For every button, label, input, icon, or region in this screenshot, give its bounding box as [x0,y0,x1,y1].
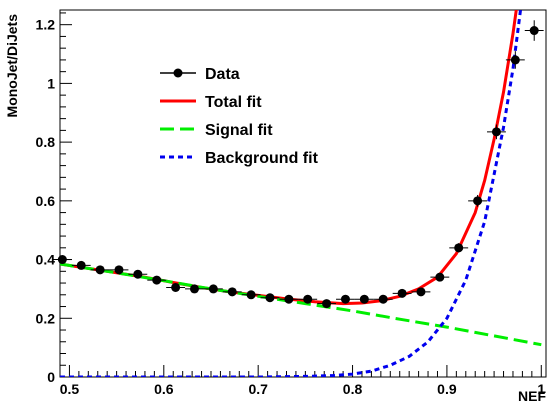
y-tick-label: 0 [47,369,55,385]
data-point-marker [473,196,483,206]
legend-label: Signal fit [205,122,273,139]
data-point-marker [76,260,86,270]
data-point [203,284,223,294]
legend: Data Total fit Signal fit Background fit [160,66,319,167]
legend-entry-total-fit: Total fit [160,94,262,111]
data-point-marker [171,282,181,292]
data-point [90,265,110,275]
data-point-marker [284,294,294,304]
legend-entry-background-fit: Background fit [160,150,319,167]
x-tick-label: 1 [537,381,545,397]
y-axis-title: MonoJet/DiJets [4,14,20,118]
data-point [468,194,488,207]
legend-label: Background fit [205,150,319,167]
data-point-marker [265,293,275,303]
y-tick-label: 0.6 [36,193,56,209]
data-point [449,243,469,253]
x-tick-label: 0.5 [60,381,80,397]
data-point-marker [133,269,143,279]
data-point [373,294,393,304]
data-point [505,51,525,69]
data-point [222,287,242,297]
data-point-marker [189,284,199,294]
background-fit-curve [60,10,523,377]
y-tick-label: 0.4 [36,252,56,268]
data-point [109,265,129,275]
data-point-marker [491,127,501,137]
data-point-marker [416,287,426,297]
legend-label: Total fit [205,94,262,111]
data-point-marker [397,288,407,298]
data-point-marker [529,26,539,36]
plot-frame [59,9,547,378]
legend-swatch-marker [173,68,183,78]
y-tick-label: 0.2 [36,310,56,326]
data-point-marker [303,294,313,304]
axes-layer: 0 0.2 0.4 0.6 0.8 1 1.2 0.5 0.6 0.7 0.8 0.9 1 [36,12,545,397]
data-point [147,275,167,285]
data-point [279,294,299,304]
y-tick-label: 1 [47,75,55,91]
data-point-marker [322,299,332,309]
data-point-marker [510,55,520,65]
data-point [411,287,431,297]
data-point-marker [340,294,350,304]
data-point [52,255,72,265]
data-point [185,284,204,294]
signal-fit-curve [60,262,542,347]
data-point [166,282,186,292]
y-tick-label: 0.8 [36,134,56,150]
data-point [430,272,450,282]
data-point-marker [227,287,237,297]
data-point-marker [208,284,218,294]
legend-entry-data: Data [160,66,240,83]
x-tick-label: 0.6 [154,381,174,397]
data-point [487,124,506,140]
data-point-marker [152,275,162,285]
markers-layer [52,20,544,309]
data-point [298,294,318,304]
x-tick-label: 0.7 [248,381,268,397]
data-point-marker [246,290,256,300]
x-tick-label: 0.9 [437,381,457,397]
data-point-marker [95,265,105,275]
data-point-marker [57,255,67,265]
x-tick-label: 0.8 [343,381,363,397]
data-point [336,294,355,304]
y-tick-label: 1.2 [36,17,56,33]
data-point [241,290,261,300]
data-point-marker [359,294,369,304]
data-point-marker [378,294,388,304]
x-axis-title: NEF [518,388,546,404]
data-point [128,269,148,279]
data-point [260,293,280,303]
data-point-marker [435,272,445,282]
legend-entry-signal-fit: Signal fit [160,122,273,139]
data-point [354,294,374,304]
data-point [524,20,544,41]
legend-label: Data [205,66,240,83]
data-point [317,299,337,309]
data-point-marker [114,265,124,275]
data-point-marker [454,243,464,253]
data-point [392,288,412,298]
data-point [71,260,91,270]
